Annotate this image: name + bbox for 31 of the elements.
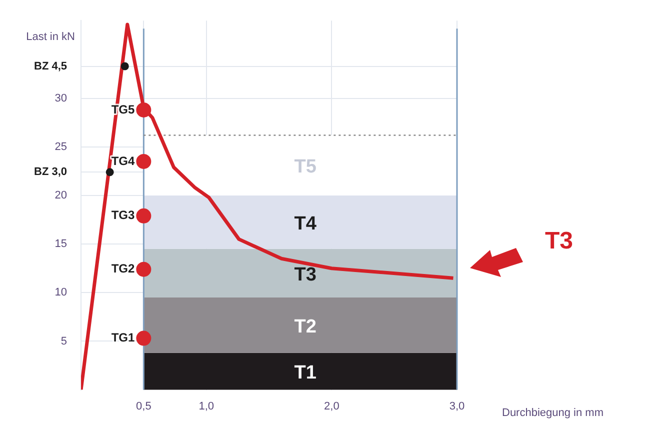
x-tick-label: 3,0 (449, 400, 465, 412)
x-axis-title: Durchbiegung in mm (502, 406, 604, 419)
y-tick-label: BZ 3,0 (34, 166, 68, 178)
data-label: TG4 (111, 154, 135, 168)
data-label: TG2 (111, 262, 135, 276)
data-label: TG3 (111, 208, 135, 222)
y-tick-label: 10 (54, 286, 68, 299)
y-tick-label: BZ 4,5 (34, 60, 68, 72)
band-label: T2 (294, 316, 316, 338)
data-label: TG1 (111, 330, 135, 345)
point (106, 168, 114, 176)
point (136, 102, 152, 118)
y-tick-label: 25 (54, 140, 68, 153)
point (136, 154, 152, 169)
point (136, 208, 152, 224)
band-label: T4 (294, 213, 317, 234)
point (120, 62, 129, 70)
x-tick-label: 1,0 (198, 400, 214, 412)
y-tick-label: 20 (54, 190, 68, 202)
y-axis-title: Last in kN (26, 31, 76, 44)
band-label: T1 (294, 362, 317, 384)
text: T3 (545, 228, 574, 255)
x-tick-label: 2,0 (324, 400, 340, 412)
y-tick-label: 30 (54, 92, 68, 104)
point (136, 262, 152, 277)
point (136, 330, 152, 346)
x-tick-label: 0,5 (136, 400, 152, 412)
band-label: T3 (294, 264, 316, 286)
y-tick-label: 5 (60, 335, 68, 348)
y-tick-label: 15 (54, 238, 68, 250)
band-label: T5 (294, 156, 317, 178)
